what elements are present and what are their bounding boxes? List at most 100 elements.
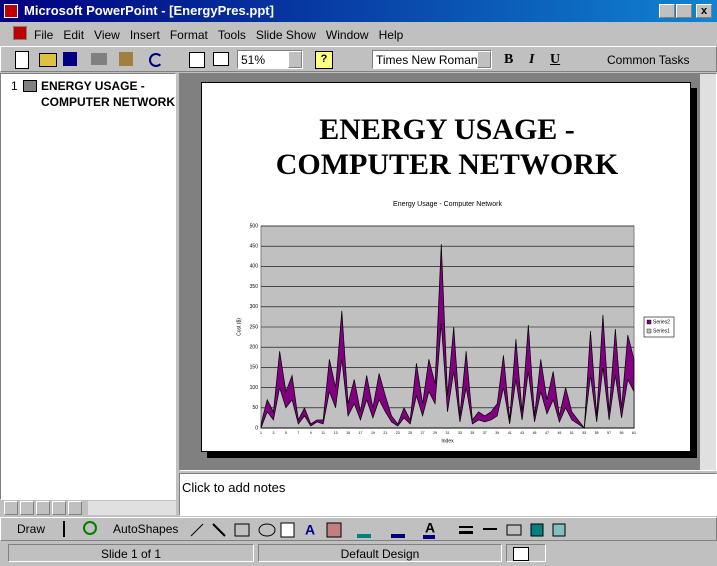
textbox-tool[interactable] — [280, 522, 295, 538]
x-tick-label: 39 — [495, 431, 499, 435]
menu-item[interactable]: Tools — [217, 28, 246, 42]
x-tick-label: 43 — [520, 431, 524, 435]
line-color[interactable] — [391, 534, 405, 538]
x-tick-label: 29 — [433, 431, 437, 435]
status-slide: Slide 1 of 1 — [100, 547, 162, 561]
menu-item[interactable]: Format — [169, 28, 208, 42]
outline-title-1: ENERGY USAGE - — [41, 79, 145, 93]
notes-placeholder[interactable]: Click to add notes — [182, 480, 286, 495]
y-tick-label: 450 — [250, 244, 259, 250]
area-series — [260, 322, 635, 429]
y-tick-label: 100 — [250, 385, 259, 391]
arrow-tool[interactable] — [212, 523, 226, 537]
draw-menu[interactable]: Draw — [17, 522, 46, 536]
y-tick-label: 200 — [250, 345, 259, 351]
x-tick-label: 21 — [383, 431, 387, 435]
autoshapes-menu[interactable]: AutoShapes — [113, 522, 179, 536]
x-tick-label: 23 — [396, 431, 400, 435]
x-tick-label: 49 — [557, 431, 561, 435]
rectangle-tool[interactable] — [234, 523, 250, 537]
dash-style[interactable] — [483, 528, 497, 530]
font-color-bar — [423, 535, 435, 539]
rotate-tool[interactable] — [83, 521, 97, 535]
open-button[interactable] — [39, 53, 57, 67]
x-tick-label: 5 — [285, 431, 287, 435]
slide: ENERGY USAGE - COMPUTER NETWORK Energy U… — [201, 82, 691, 452]
table-button[interactable] — [189, 52, 205, 68]
zoom-value: 51% — [241, 53, 266, 67]
font-color[interactable]: A — [425, 520, 435, 536]
x-tick-label: 11 — [321, 431, 325, 435]
chart-button[interactable] — [213, 52, 229, 66]
vertical-scrollbar[interactable] — [700, 74, 716, 470]
slide-title-2: COMPUTER NETWORK — [275, 148, 619, 181]
bold-button[interactable]: B — [504, 52, 514, 67]
x-tick-label: 1 — [260, 431, 262, 435]
arrow-style[interactable] — [506, 524, 522, 536]
menu-item[interactable]: Window — [325, 28, 369, 42]
y-tick-label: 150 — [250, 365, 259, 371]
clipart-tool[interactable] — [326, 522, 342, 538]
new-button[interactable] — [15, 51, 29, 69]
close-button[interactable]: x — [696, 4, 712, 18]
legend-box — [643, 316, 675, 338]
x-tick-label: 31 — [446, 431, 450, 435]
spelling-icon — [513, 547, 529, 561]
slide-pane: ENERGY USAGE - COMPUTER NETWORK Energy U… — [179, 73, 717, 471]
help-button[interactable]: ? — [315, 51, 333, 69]
outline-pane: 1 ENERGY USAGE - COMPUTER NETWORK — [0, 73, 176, 500]
outline-view-button[interactable] — [20, 501, 34, 515]
x-tick-label: 45 — [533, 431, 537, 435]
slideshow-button[interactable] — [68, 501, 82, 515]
paste-button[interactable] — [119, 52, 133, 66]
window-title: Microsoft PowerPoint - [EnergyPres.ppt] — [24, 3, 274, 18]
font-dropdown[interactable] — [477, 51, 491, 68]
menu-item[interactable]: Insert — [129, 28, 160, 42]
x-tick-label: 37 — [483, 431, 487, 435]
legend-label: Series2 — [653, 319, 670, 325]
line-style-2 — [459, 531, 473, 534]
menu-item[interactable]: View — [94, 28, 120, 42]
font-box[interactable]: Times New Roman — [372, 50, 492, 69]
undo-button[interactable] — [149, 53, 163, 67]
status-slide-panel: Slide 1 of 1 — [8, 544, 254, 562]
italic-button[interactable]: I — [529, 52, 535, 67]
y-axis-label: Cost ($) — [236, 318, 242, 336]
menu-item[interactable]: File — [34, 28, 54, 42]
zoom-box[interactable]: 51% — [237, 50, 303, 69]
menu-item[interactable]: Slide Show — [255, 28, 316, 42]
line-style[interactable] — [459, 526, 473, 528]
common-tasks-button[interactable]: Common Tasks — [607, 53, 690, 67]
y-tick-label: 300 — [250, 304, 259, 310]
underline-button[interactable]: U — [550, 52, 561, 67]
y-tick-label: 350 — [250, 284, 259, 290]
menu-item[interactable]: Help — [378, 28, 404, 42]
normal-view-button[interactable] — [4, 501, 18, 515]
notes-pane: Click to add notes — [179, 473, 717, 516]
3d-tool[interactable] — [552, 523, 566, 537]
minimize-button[interactable] — [659, 4, 675, 18]
zoom-dropdown[interactable] — [288, 51, 302, 68]
slide-view-button[interactable] — [36, 501, 50, 515]
x-axis-label: Index — [441, 438, 454, 444]
x-tick-label: 3 — [272, 431, 274, 435]
drawing-icons: A A — [190, 520, 566, 539]
line-tool[interactable] — [190, 523, 204, 537]
maximize-button[interactable] — [676, 4, 692, 18]
oval-tool[interactable] — [258, 523, 276, 537]
title-bar: Microsoft PowerPoint - [EnergyPres.ppt] … — [0, 0, 717, 22]
menu-item[interactable]: Edit — [63, 28, 85, 42]
x-tick-label: 9 — [310, 431, 312, 435]
fill-color[interactable] — [357, 534, 371, 538]
print-button[interactable] — [91, 53, 107, 65]
chart-title: Energy Usage - Computer Network — [393, 201, 502, 208]
wordart-tool[interactable]: A — [305, 522, 315, 538]
save-button[interactable] — [63, 52, 77, 66]
x-tick-label: 15 — [346, 431, 350, 435]
horizontal-scrollbar[interactable] — [88, 501, 176, 515]
x-tick-label: 7 — [297, 431, 299, 435]
select-tool[interactable] — [63, 521, 73, 537]
shadow-tool[interactable] — [530, 523, 544, 537]
sorter-view-button[interactable] — [52, 501, 66, 515]
